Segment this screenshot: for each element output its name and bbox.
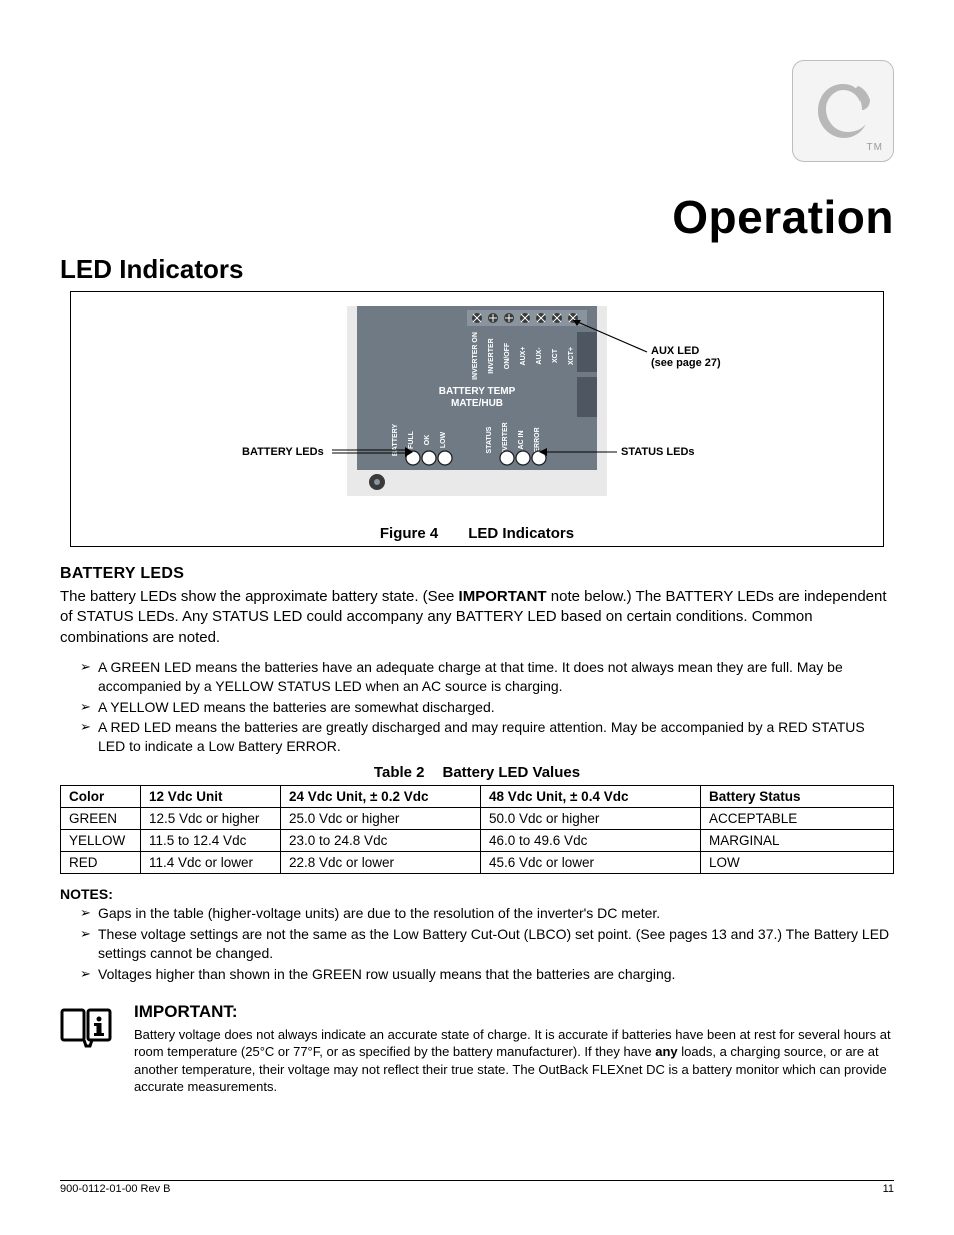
important-box: IMPORTANT: Battery voltage does not alwa… <box>60 1002 894 1096</box>
table-caption: Table 2 Battery LED Values <box>60 764 894 781</box>
important-heading: IMPORTANT: <box>134 1002 894 1022</box>
list-item: These voltage settings are not the same … <box>80 925 894 963</box>
list-item: A GREEN LED means the batteries have an … <box>80 658 894 696</box>
important-text: Battery voltage does not always indicate… <box>134 1026 894 1096</box>
table-header-row: Color 12 Vdc Unit 24 Vdc Unit, ± 0.2 Vdc… <box>61 786 894 808</box>
panel-label: FULL <box>408 430 415 449</box>
panel-label: AUX- <box>536 347 543 365</box>
notes-list: Gaps in the table (higher-voltage units)… <box>60 904 894 984</box>
panel-label: AC IN <box>518 430 525 449</box>
list-item: A RED LED means the batteries are greatl… <box>80 718 894 756</box>
figure-label: Figure 4 <box>380 525 438 542</box>
footer-page-number: 11 <box>883 1183 894 1195</box>
panel-label: OK <box>424 435 431 446</box>
table-title: Battery LED Values <box>443 764 581 781</box>
list-item: A YELLOW LED means the batteries are som… <box>80 698 894 717</box>
panel-label: LOW <box>440 431 447 448</box>
table-row: GREEN 12.5 Vdc or higher 25.0 Vdc or hig… <box>61 808 894 830</box>
panel-label: ERROR <box>534 427 541 452</box>
battery-paragraph: The battery LEDs show the approximate ba… <box>60 587 894 648</box>
page-title: Operation <box>60 190 894 244</box>
list-item: Gaps in the table (higher-voltage units)… <box>80 904 894 923</box>
panel-mid-label: MATE/HUB <box>451 398 503 409</box>
battery-bullets: A GREEN LED means the batteries have an … <box>60 658 894 756</box>
notes-heading: NOTES: <box>60 886 894 902</box>
figure-caption: Figure 4 LED Indicators <box>71 525 883 542</box>
page-footer: 900-0112-01-00 Rev B 11 <box>60 1180 894 1195</box>
panel-label: XCT <box>552 348 559 363</box>
panel-label: AUX+ <box>520 347 527 366</box>
figure-title: LED Indicators <box>468 525 574 542</box>
battery-led-table: Color 12 Vdc Unit 24 Vdc Unit, ± 0.2 Vdc… <box>60 785 894 874</box>
section-heading: LED Indicators <box>60 254 894 285</box>
info-book-icon <box>60 1006 116 1050</box>
table-label: Table 2 <box>374 764 425 781</box>
list-item: Voltages higher than shown in the GREEN … <box>80 965 894 984</box>
table-row: RED 11.4 Vdc or lower 22.8 Vdc or lower … <box>61 852 894 874</box>
panel-label: INVERTER ON <box>472 332 479 380</box>
panel-label: INVERTER <box>488 338 495 373</box>
col-header: Color <box>61 786 141 808</box>
callout-battery-leds: BATTERY LEDs <box>242 446 324 458</box>
col-header: 12 Vdc Unit <box>141 786 281 808</box>
col-header: 24 Vdc Unit, ± 0.2 Vdc <box>281 786 481 808</box>
col-header: Battery Status <box>701 786 894 808</box>
col-header: 48 Vdc Unit, ± 0.4 Vdc <box>481 786 701 808</box>
panel-mid-label: BATTERY TEMP <box>439 386 516 397</box>
callout-aux-led: AUX LED <box>651 345 699 357</box>
panel-label: XCT+ <box>568 347 575 365</box>
callout-status-leds: STATUS LEDs <box>621 446 695 458</box>
table-row: YELLOW 11.5 to 12.4 Vdc 23.0 to 24.8 Vdc… <box>61 830 894 852</box>
callout-aux-note: (see page 27) <box>651 357 721 369</box>
trademark-label: TM <box>867 142 883 153</box>
figure-frame: INVERTER ON INVERTER ON/OFF AUX+ AUX- XC… <box>70 291 884 547</box>
panel-label: STATUS <box>486 426 493 453</box>
brand-logo: TM <box>792 60 894 162</box>
panel-label: ON/OFF <box>504 342 511 369</box>
footer-doc-id: 900-0112-01-00 Rev B <box>60 1183 170 1195</box>
battery-leds-heading: BATTERY LEDS <box>60 565 894 583</box>
panel-label: BATTERY <box>392 424 399 457</box>
